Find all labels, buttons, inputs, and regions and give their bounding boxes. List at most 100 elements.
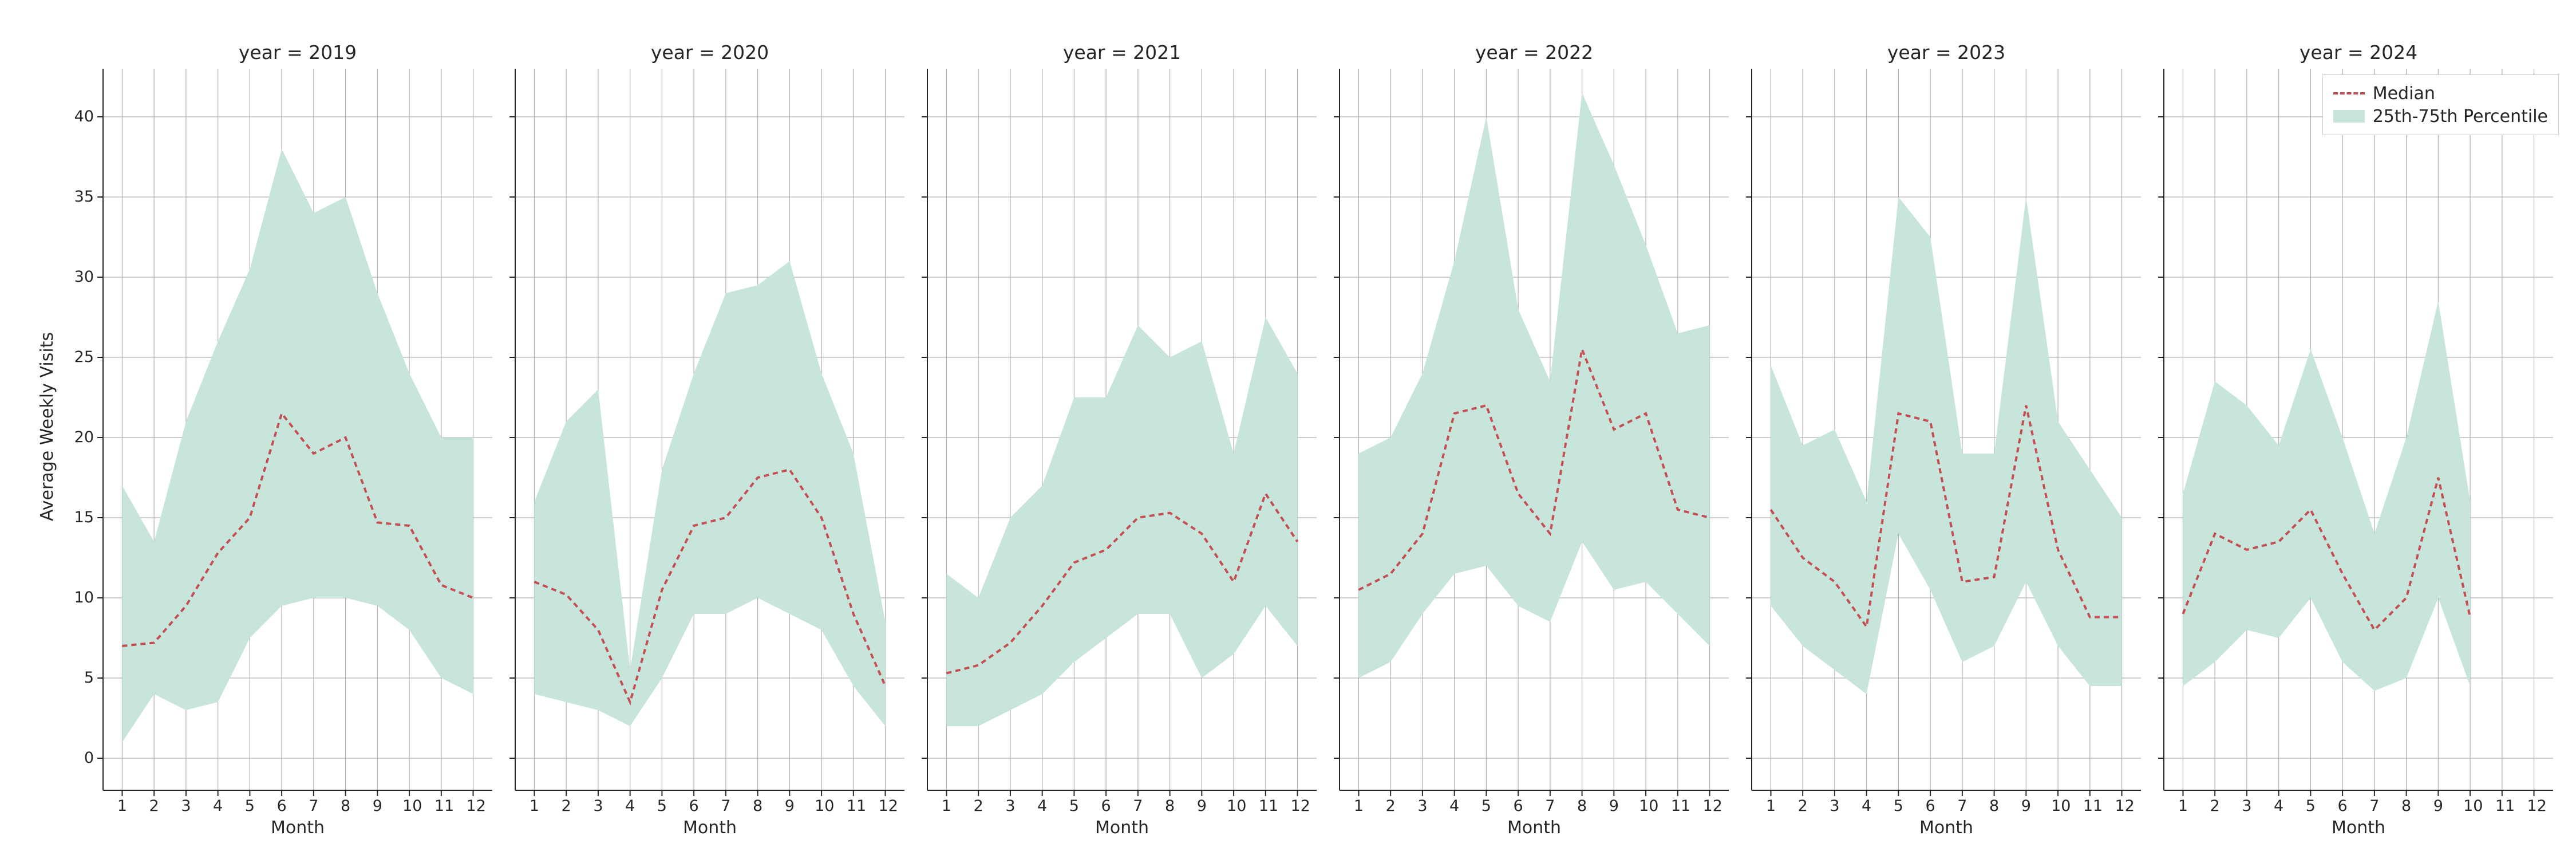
x-tick-label: 2 [1384, 797, 1397, 815]
x-tick-label: 12 [879, 797, 892, 815]
x-tick-label: 7 [1543, 797, 1557, 815]
x-tick-label: 3 [1003, 797, 1017, 815]
x-tick-label: 3 [1416, 797, 1429, 815]
panel-title: year = 2019 [103, 41, 492, 64]
x-tick-label: 9 [2431, 797, 2445, 815]
x-tick-label: 4 [2272, 797, 2286, 815]
x-tick-label: 6 [1923, 797, 1937, 815]
x-tick-label: 9 [370, 797, 384, 815]
x-tick-label: 1 [527, 797, 541, 815]
legend: Median 25th-75th Percentile [2322, 74, 2559, 135]
x-tick-label: 2 [147, 797, 161, 815]
x-tick-label: 12 [1703, 797, 1717, 815]
x-tick-label: 12 [2115, 797, 2129, 815]
legend-item: 25th-75th Percentile [2333, 105, 2548, 128]
x-tick-label: 11 [1259, 797, 1273, 815]
x-tick-label: 11 [2495, 797, 2509, 815]
chart-panel [1752, 69, 2141, 790]
y-tick-label: 10 [74, 589, 94, 606]
x-tick-label: 10 [1227, 797, 1240, 815]
x-axis-label: Month [681, 818, 738, 838]
x-axis-label: Month [1093, 818, 1151, 838]
x-tick-label: 12 [2527, 797, 2541, 815]
chart-svg [2164, 69, 2553, 790]
y-tick-label: 0 [84, 749, 94, 767]
chart-svg [1752, 69, 2141, 790]
x-tick-label: 10 [2051, 797, 2065, 815]
x-tick-label: 5 [243, 797, 256, 815]
y-tick-label: 15 [74, 509, 94, 526]
x-tick-label: 10 [815, 797, 828, 815]
x-tick-label: 2 [559, 797, 573, 815]
x-tick-label: 11 [2083, 797, 2097, 815]
x-tick-label: 9 [1607, 797, 1621, 815]
panel-title: year = 2021 [927, 41, 1317, 64]
chart-svg [927, 69, 1317, 790]
x-tick-label: 7 [307, 797, 321, 815]
x-tick-label: 11 [434, 797, 448, 815]
x-tick-label: 5 [655, 797, 669, 815]
x-tick-label: 8 [339, 797, 353, 815]
x-tick-label: 6 [687, 797, 701, 815]
x-tick-label: 1 [939, 797, 953, 815]
x-tick-label: 4 [1036, 797, 1049, 815]
x-tick-label: 7 [1955, 797, 1969, 815]
x-axis-label: Month [1918, 818, 1975, 838]
x-tick-label: 7 [2368, 797, 2381, 815]
y-tick-label: 40 [74, 108, 94, 125]
panel-title: year = 2023 [1752, 41, 2141, 64]
chart-panel [515, 69, 904, 790]
y-tick-label: 25 [74, 348, 94, 366]
x-tick-label: 4 [211, 797, 225, 815]
legend-item: Median [2333, 82, 2548, 105]
chart-svg [515, 69, 904, 790]
chart-panel [1340, 69, 1729, 790]
x-tick-label: 10 [1639, 797, 1653, 815]
x-tick-label: 3 [2240, 797, 2254, 815]
x-tick-label: 3 [1828, 797, 1842, 815]
chart-svg [1340, 69, 1729, 790]
legend-label: Median [2373, 84, 2435, 104]
figure: Average Weekly Visits1234567891011120510… [0, 0, 2576, 859]
x-tick-label: 8 [1988, 797, 2001, 815]
y-axis-label: Average Weekly Visits [37, 332, 57, 521]
x-tick-label: 5 [2304, 797, 2317, 815]
x-axis-label: Month [269, 818, 326, 838]
y-tick-label: 30 [74, 268, 94, 286]
x-tick-label: 1 [1764, 797, 1777, 815]
x-tick-label: 1 [1352, 797, 1365, 815]
chart-panel [927, 69, 1317, 790]
x-tick-label: 4 [623, 797, 637, 815]
x-tick-label: 12 [1291, 797, 1305, 815]
x-tick-label: 7 [719, 797, 733, 815]
y-tick-label: 5 [84, 669, 94, 687]
x-tick-label: 5 [1479, 797, 1493, 815]
legend-rect-swatch [2333, 110, 2365, 123]
y-tick-label: 35 [74, 188, 94, 206]
x-axis-label: Month [1506, 818, 1563, 838]
y-tick-label: 20 [74, 428, 94, 446]
x-tick-label: 6 [2336, 797, 2349, 815]
x-tick-label: 9 [2019, 797, 2033, 815]
panel-title: year = 2020 [515, 41, 904, 64]
x-tick-label: 9 [783, 797, 796, 815]
x-tick-label: 10 [2463, 797, 2477, 815]
x-tick-label: 8 [1163, 797, 1177, 815]
x-tick-label: 8 [1575, 797, 1589, 815]
x-tick-label: 11 [1671, 797, 1685, 815]
x-tick-label: 1 [2176, 797, 2190, 815]
chart-svg [103, 69, 492, 790]
x-tick-label: 4 [1860, 797, 1874, 815]
x-tick-label: 5 [1067, 797, 1081, 815]
legend-line-swatch [2333, 92, 2365, 94]
x-tick-label: 6 [1099, 797, 1113, 815]
x-axis-label: Month [2330, 818, 2387, 838]
legend-label: 25th-75th Percentile [2373, 107, 2548, 127]
x-tick-label: 3 [591, 797, 605, 815]
x-tick-label: 6 [1511, 797, 1525, 815]
x-tick-label: 8 [751, 797, 765, 815]
x-tick-label: 6 [275, 797, 289, 815]
x-tick-label: 8 [2400, 797, 2413, 815]
chart-panel [103, 69, 492, 790]
x-tick-label: 5 [1891, 797, 1905, 815]
